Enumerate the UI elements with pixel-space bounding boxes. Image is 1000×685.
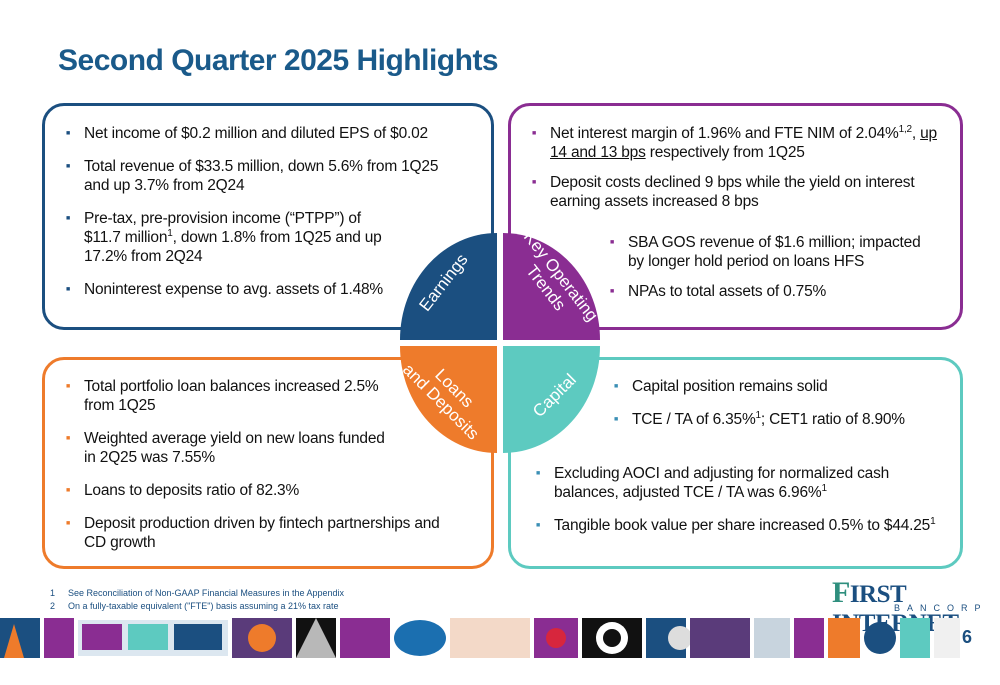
list-item: Weighted average yield on new loans fund… (64, 429, 474, 467)
decorative-banner (0, 618, 960, 658)
bullet-text: NPAs to total assets of 0.75% (628, 283, 827, 300)
bullet-text: by longer hold period on loans HFS (628, 253, 865, 270)
list-item: Excluding AOCI and adjusting for normali… (534, 464, 959, 502)
loans-deposits-label: Loans and Deposits (399, 359, 483, 444)
key-operating-trends-list: Net interest margin of 1.96% and FTE NIM… (530, 124, 955, 211)
bullet-text: balances, adjusted TCE / TA was 6.96% (554, 484, 822, 501)
earnings-label: Earnings (415, 250, 472, 315)
quadrant-circle: Earnings Key Operating Trends Loans and De… (399, 227, 602, 453)
bullet-text: from 1Q25 (84, 397, 156, 414)
footnote-ref: 1 (930, 515, 936, 527)
bullet-text: respectively from 1Q25 (645, 144, 805, 161)
list-item: NPAs to total assets of 0.75% (608, 282, 958, 301)
bullet-text: Capital position remains solid (632, 378, 828, 395)
list-item: Net income of $0.2 million and diluted E… (64, 124, 464, 143)
capital-list: Capital position remains solid TCE / TA … (612, 377, 952, 429)
list-item: Net interest margin of 1.96% and FTE NIM… (530, 124, 955, 162)
bullet-text: earning assets increased 8 bps (550, 193, 759, 210)
bullet-text-underlined: up (920, 125, 937, 142)
capital-panel (508, 357, 963, 569)
list-item: Deposit costs declined 9 bps while the y… (530, 173, 955, 211)
bullet-text: Total portfolio loan balances increased … (84, 378, 379, 395)
earnings-quadrant: Earnings (400, 233, 497, 340)
footnote-ref: 1,2 (898, 123, 913, 135)
bullet-text: Pre-tax, pre-provision income (“PTPP”) o… (84, 210, 361, 227)
bullet-text: 17.2% from 2Q24 (84, 248, 203, 265)
bullet-text: SBA GOS revenue of $1.6 million; impacte… (628, 234, 921, 251)
capital-quadrant: Capital (503, 346, 600, 453)
footnote-1: 1 See Reconciliation of Non-GAAP Financia… (50, 588, 344, 598)
list-item: SBA GOS revenue of $1.6 million; impacte… (608, 233, 958, 271)
list-item: Capital position remains solid (612, 377, 952, 396)
list-item: Total revenue of $33.5 million, down 5.6… (64, 157, 464, 195)
bullet-text: TCE / TA of 6.35% (632, 411, 756, 428)
bullet-text: Tangible book value per share increased … (554, 517, 931, 534)
key-operating-trends-quadrant: Key Operating Trends (503, 227, 602, 340)
bullet-text: and up 3.7% from 2Q24 (84, 177, 245, 194)
bullet-text: Net interest margin of 1.96% and FTE NIM… (550, 125, 899, 142)
key-operating-trends-list-2: SBA GOS revenue of $1.6 million; impacte… (608, 233, 958, 301)
bullet-text: Net income of $0.2 million and diluted E… (84, 125, 428, 142)
earnings-panel (42, 103, 494, 330)
bullet-text: , down 1.8% from 1Q25 and up (172, 229, 382, 246)
bullet-text: CD growth (84, 534, 156, 551)
key-operating-trends-label: Key Operating Trends (519, 227, 602, 325)
key-operating-trends-panel (508, 103, 963, 330)
bullet-text-underlined: 14 and 13 bps (550, 144, 646, 161)
bullet-text: Total revenue of $33.5 million, down 5.6… (84, 158, 439, 175)
bullet-text: Noninterest expense to avg. assets of 1.… (84, 281, 384, 298)
footnote-ref: 1 (755, 409, 762, 421)
list-item: Pre-tax, pre-provision income (“PTPP”) o… (64, 209, 464, 266)
bullet-text: Deposit production driven by fintech par… (84, 515, 440, 532)
earnings-list: Net income of $0.2 million and diluted E… (64, 124, 464, 299)
bullet-text: Weighted average yield on new loans fund… (84, 430, 385, 447)
bullet-text: Loans to deposits ratio of 82.3% (84, 482, 300, 499)
page-number: 6 (962, 627, 973, 647)
loans-deposits-quadrant: Loans and Deposits (399, 346, 497, 453)
list-item: Noninterest expense to avg. assets of 1.… (64, 280, 464, 299)
loans-deposits-panel (42, 357, 494, 569)
bullet-text: Excluding AOCI and adjusting for normali… (554, 465, 890, 482)
bullet-text: Deposit costs declined 9 bps while the y… (550, 174, 915, 191)
list-item: TCE / TA of 6.35%1; CET1 ratio of 8.90% (612, 410, 952, 429)
footnote-ref: 1 (167, 227, 173, 239)
capital-list-2: Excluding AOCI and adjusting for normali… (534, 464, 959, 535)
list-item: Deposit production driven by fintech par… (64, 514, 474, 552)
bullet-text: , (911, 125, 921, 142)
capital-label: Capital (529, 370, 580, 421)
list-item: Loans to deposits ratio of 82.3% (64, 481, 474, 500)
list-item: Total portfolio loan balances increased … (64, 377, 474, 415)
footnote-ref: 1 (821, 482, 827, 494)
footnote-2: 2 On a fully-taxable equivalent ("FTE") b… (50, 601, 339, 611)
bullet-text: ; CET1 ratio of 8.90% (760, 411, 905, 428)
loans-deposits-list: Total portfolio loan balances increased … (64, 377, 474, 552)
page-title: Second Quarter 2025 Highlights (58, 44, 499, 77)
list-item: Tangible book value per share increased … (534, 516, 959, 535)
bullet-text: $11.7 million (84, 229, 168, 246)
bullet-text: in 2Q25 was 7.55% (84, 449, 216, 466)
